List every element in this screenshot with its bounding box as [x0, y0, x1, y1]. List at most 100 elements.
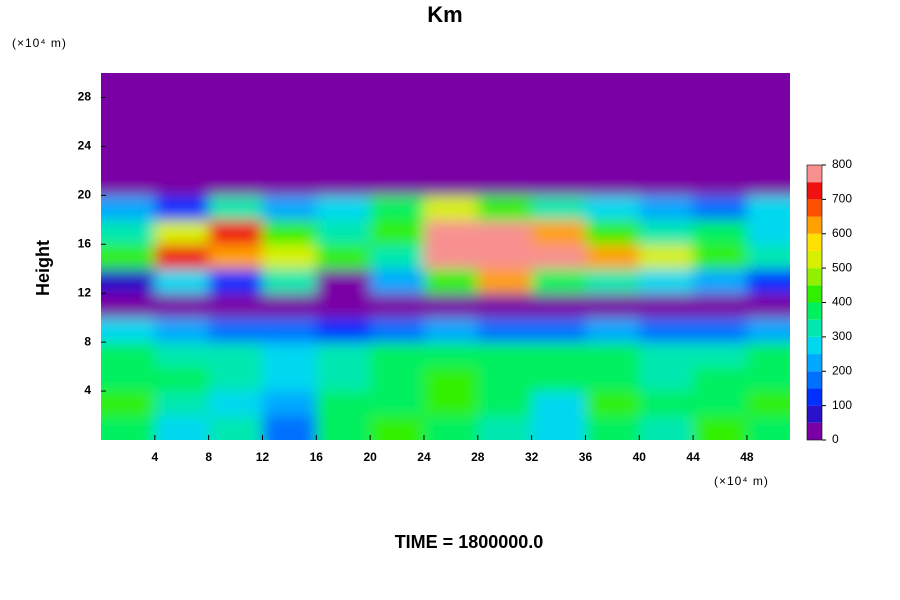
y-axis-title: Height: [33, 240, 53, 296]
cell: [154, 342, 210, 368]
cell: [316, 146, 371, 172]
cell: [208, 146, 263, 172]
cell: [316, 244, 371, 270]
cell: [639, 268, 694, 294]
cell: [693, 97, 748, 123]
cell: [746, 97, 790, 123]
cell: [208, 342, 263, 368]
colorbar-band: [807, 371, 822, 389]
field: [101, 73, 790, 440]
x-tick-label: 4: [151, 450, 158, 464]
cell: [639, 73, 694, 98]
cell: [693, 317, 748, 343]
colorbar-tick-label: 100: [832, 398, 852, 412]
cell: [101, 268, 156, 294]
cell: [746, 268, 790, 294]
y-tick-label: 4: [84, 383, 91, 397]
cell: [262, 121, 317, 147]
cell: [585, 366, 640, 392]
colorbar-band: [807, 182, 822, 200]
cell: [154, 73, 210, 98]
cell: [585, 121, 640, 147]
cell: [746, 293, 790, 319]
cell: [639, 219, 694, 245]
cell: [639, 415, 694, 440]
cell: [477, 195, 533, 221]
cell: [639, 366, 694, 392]
cell: [423, 219, 479, 245]
cell: [316, 317, 371, 343]
cell: [208, 170, 263, 196]
cell: [477, 268, 533, 294]
chart-title: Km: [427, 2, 462, 27]
cell: [316, 170, 371, 196]
cell: [585, 73, 640, 98]
cell: [101, 97, 156, 123]
cell: [370, 293, 425, 319]
y-tick-label: 20: [78, 188, 92, 202]
x-tick-label: 24: [417, 450, 431, 464]
x-tick-label: 36: [579, 450, 593, 464]
cell: [208, 317, 263, 343]
cell: [639, 195, 694, 221]
cell: [262, 268, 317, 294]
colorbar-band: [807, 233, 822, 251]
y-tick-label: 12: [78, 285, 92, 299]
cell: [639, 342, 694, 368]
cell: [585, 391, 640, 417]
cell: [423, 391, 479, 417]
colorbar-band: [807, 285, 822, 303]
colorbar-tick-label: 800: [832, 157, 852, 171]
cell: [208, 97, 263, 123]
cell: [316, 342, 371, 368]
cell: [101, 244, 156, 270]
cell: [531, 146, 586, 172]
cell: [154, 317, 210, 343]
cell: [531, 73, 586, 98]
y-tick-label: 28: [78, 90, 92, 104]
cell: [585, 342, 640, 368]
cell: [639, 146, 694, 172]
cell: [423, 170, 479, 196]
cell: [370, 73, 425, 98]
cell: [101, 317, 156, 343]
cell: [101, 73, 156, 98]
cell: [693, 293, 748, 319]
cell: [262, 146, 317, 172]
cell: [262, 415, 317, 440]
cell: [477, 146, 533, 172]
cell: [746, 342, 790, 368]
cell: [639, 244, 694, 270]
colorbar-tick-label: 200: [832, 363, 852, 377]
cell: [693, 195, 748, 221]
cell: [639, 121, 694, 147]
cell: [316, 73, 371, 98]
cell: [262, 342, 317, 368]
cell: [370, 317, 425, 343]
cell: [585, 415, 640, 440]
cell: [370, 366, 425, 392]
cell: [423, 195, 479, 221]
cell: [101, 195, 156, 221]
cell: [370, 97, 425, 123]
cell: [477, 73, 533, 98]
cell: [370, 268, 425, 294]
cell: [531, 317, 586, 343]
cell: [639, 293, 694, 319]
cell: [316, 366, 371, 392]
cell: [101, 121, 156, 147]
cell: [477, 366, 533, 392]
cell: [208, 73, 263, 98]
colorbar-band: [807, 388, 822, 406]
cell: [262, 73, 317, 98]
cell: [746, 244, 790, 270]
cell: [423, 268, 479, 294]
cell: [423, 317, 479, 343]
cell: [370, 170, 425, 196]
cell: [262, 195, 317, 221]
cell: [693, 121, 748, 147]
cell: [316, 293, 371, 319]
cell: [370, 391, 425, 417]
cell: [477, 97, 533, 123]
